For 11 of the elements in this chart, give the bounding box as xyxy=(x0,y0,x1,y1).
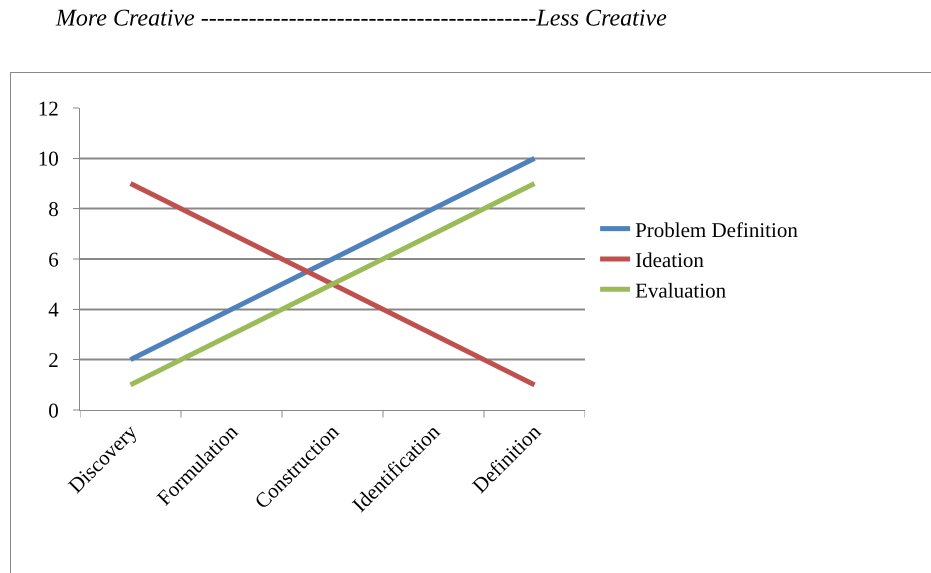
chart-title: More Creative ------------------------------------------Less Creative xyxy=(54,5,668,32)
y-tick-label: 8 xyxy=(48,197,59,222)
y-tick-label: 0 xyxy=(48,398,59,422)
y-tick-label: 6 xyxy=(48,247,59,272)
legend-label: Problem Definition xyxy=(635,218,798,242)
legend-label: Ideation xyxy=(635,248,704,272)
y-tick-label: 2 xyxy=(48,348,59,372)
y-tick-label: 10 xyxy=(38,146,59,171)
y-tick-label: 4 xyxy=(48,298,60,322)
y-tick-label: 12 xyxy=(38,96,59,120)
legend-label: Evaluation xyxy=(635,278,727,302)
